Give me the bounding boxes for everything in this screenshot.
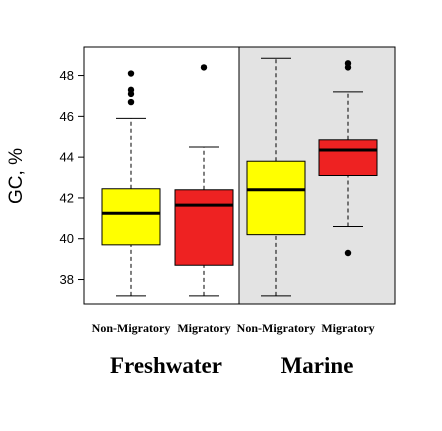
y-tick-label: 48 — [60, 68, 74, 83]
iqr-box — [101, 188, 161, 246]
category-label: Non-Migratory — [237, 321, 316, 335]
x-axis-labels: Non-Migratory Migratory Non-Migratory Migra… — [92, 321, 375, 378]
iqr-box — [318, 139, 378, 176]
category-label: Migratory — [177, 321, 230, 335]
box-1 — [101, 70, 161, 297]
y-tick-label: 38 — [60, 272, 74, 287]
y-tick-label: 46 — [60, 109, 74, 124]
group-label-freshwater: Freshwater — [110, 353, 222, 378]
box-3 — [246, 57, 306, 297]
iqr-box — [174, 189, 234, 266]
category-label: Migratory — [321, 321, 374, 335]
y-tick-label: 44 — [60, 150, 74, 165]
boxes-layer — [101, 57, 378, 297]
y-tick-label: 40 — [60, 231, 74, 246]
outlier-point — [344, 249, 352, 257]
iqr-box — [246, 160, 306, 236]
box-4 — [318, 60, 378, 257]
y-axis-label: GC, % — [6, 148, 27, 204]
outlier-point — [127, 70, 135, 77]
group-label-marine: Marine — [281, 353, 354, 378]
outlier-point — [200, 64, 208, 71]
category-label: Non-Migratory — [92, 321, 171, 335]
box-2 — [174, 64, 234, 297]
y-axis: 38 40 42 44 46 48 — [60, 68, 84, 287]
outlier-point — [344, 64, 352, 71]
outlier-point — [127, 90, 135, 98]
y-tick-label: 42 — [60, 190, 74, 205]
outlier-point — [127, 98, 135, 106]
